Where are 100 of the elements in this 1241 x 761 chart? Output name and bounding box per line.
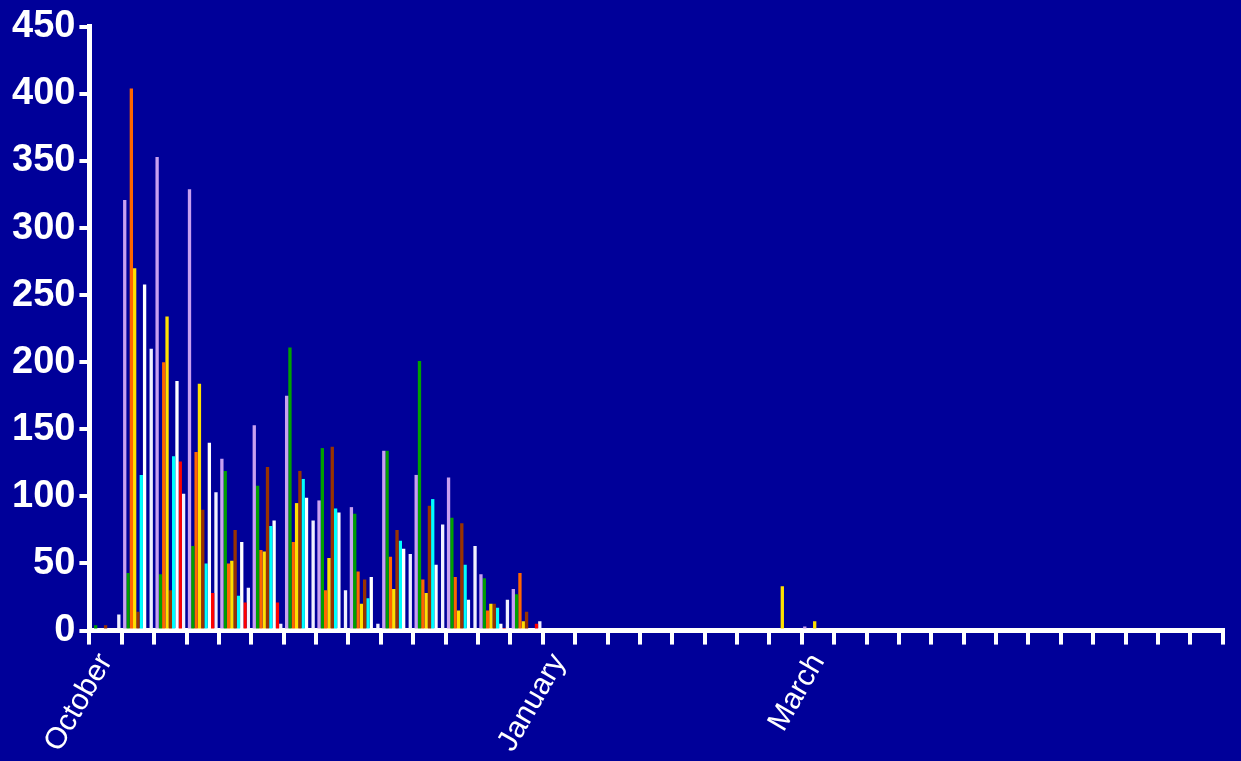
- bar: [330, 446, 334, 629]
- bar: [233, 529, 237, 629]
- bar: [294, 503, 299, 629]
- bar: [424, 593, 428, 629]
- bar: [511, 588, 515, 629]
- bar: [136, 611, 140, 629]
- bar: [211, 593, 215, 629]
- bar: [495, 607, 500, 629]
- y-tick-label: 300: [12, 204, 76, 247]
- bar: [538, 621, 542, 629]
- bar: [288, 347, 292, 629]
- bar: [284, 395, 289, 629]
- y-tick-label: 100: [12, 472, 76, 515]
- bar: [349, 507, 354, 629]
- bar: [482, 578, 486, 629]
- bar: [168, 590, 173, 629]
- bar: [453, 576, 457, 629]
- bar: [311, 520, 315, 629]
- bar: [421, 579, 425, 629]
- bar: [255, 485, 260, 629]
- y-tick-label: 250: [12, 271, 76, 314]
- bar: [388, 556, 393, 629]
- bar: [214, 492, 218, 629]
- bar: [94, 625, 98, 629]
- bar: [327, 558, 331, 629]
- bar: [129, 88, 134, 629]
- bar: [317, 500, 321, 629]
- bar: [298, 470, 302, 629]
- bar: [149, 348, 153, 629]
- bar: [363, 579, 367, 629]
- bar: [408, 554, 412, 629]
- bar: [376, 623, 380, 629]
- bar: [417, 360, 422, 629]
- bar: [226, 563, 231, 629]
- bar: [204, 563, 208, 629]
- bar: [103, 625, 108, 629]
- bar: [524, 611, 529, 629]
- bar: [252, 425, 256, 629]
- bar: [187, 189, 192, 629]
- bar: [398, 540, 402, 629]
- bar: [139, 474, 143, 629]
- bar: [473, 546, 477, 629]
- bar: [275, 602, 280, 629]
- bar: [333, 508, 338, 629]
- bar: [246, 587, 251, 629]
- bar: [441, 524, 445, 629]
- bar: [456, 610, 461, 629]
- bar: [291, 542, 295, 629]
- bar: [366, 598, 370, 629]
- bar: [155, 156, 159, 629]
- bar: [414, 474, 418, 629]
- bar: [431, 499, 435, 629]
- bar: [162, 362, 166, 629]
- bar: [181, 493, 186, 629]
- bar: [343, 590, 348, 629]
- bar: [197, 383, 202, 629]
- bar: [178, 461, 182, 629]
- bar: [353, 513, 357, 629]
- bar: [269, 525, 273, 629]
- bar: [505, 599, 510, 629]
- bar: [518, 572, 522, 629]
- bar: [534, 623, 539, 629]
- bar: [813, 621, 817, 629]
- bar: [514, 594, 519, 629]
- bar: [220, 458, 224, 629]
- bar: [172, 456, 176, 629]
- bar: [243, 602, 247, 629]
- bar: [485, 610, 490, 629]
- bar: [194, 452, 198, 629]
- bar: [191, 546, 195, 629]
- bar: [479, 574, 483, 629]
- bar: [323, 590, 328, 629]
- y-tick-label: 400: [12, 70, 76, 113]
- bar: [230, 560, 234, 629]
- bar: [223, 470, 227, 629]
- bar: [301, 478, 305, 629]
- bar: [236, 595, 241, 629]
- bar: [460, 523, 464, 629]
- bar: [521, 621, 525, 629]
- bar: [446, 477, 451, 629]
- bar: [356, 571, 360, 629]
- bar: [395, 529, 399, 629]
- bar: [359, 603, 363, 629]
- bar: [265, 466, 270, 629]
- bar: [279, 623, 283, 629]
- bar: [427, 505, 432, 629]
- y-tick-label: 50: [33, 539, 76, 582]
- bar: [126, 572, 130, 629]
- y-tick-label: 150: [12, 405, 76, 448]
- bar: [780, 586, 784, 629]
- bar: [392, 588, 396, 629]
- bar: [117, 614, 121, 629]
- bar: [201, 509, 205, 629]
- bar: [463, 564, 467, 629]
- y-tick-label: 450: [12, 3, 76, 46]
- bar: [165, 316, 169, 629]
- bar: [450, 517, 454, 629]
- bar: [320, 448, 324, 629]
- bar: [123, 199, 127, 629]
- y-tick-label: 350: [12, 137, 76, 180]
